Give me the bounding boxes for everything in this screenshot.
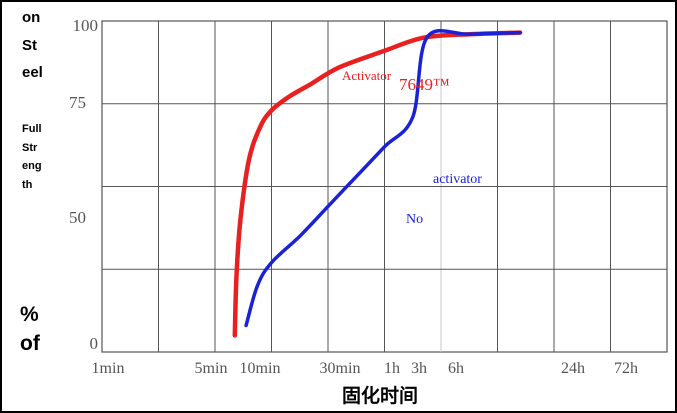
annotation-no-word: No <box>406 212 423 227</box>
y-axis-sublabel-line: th <box>22 179 33 191</box>
x-tick-label: 5min <box>195 360 228 377</box>
x-axis-title: 固化时间 <box>342 384 418 407</box>
y-axis-percent-label: % <box>20 303 39 326</box>
y-axis-label-line: eel <box>22 64 43 81</box>
y-axis-label-line: on <box>22 9 40 26</box>
x-tick-label: 1h <box>384 360 400 377</box>
y-axis-sublabel-line: Full <box>22 123 42 135</box>
x-tick-label: 24h <box>561 360 585 377</box>
y-tick-label: 75 <box>69 93 86 112</box>
y-axis-percent-label: of <box>20 332 41 355</box>
annotation-activator-product: 7649™ <box>399 75 450 94</box>
chart-labels: 100 75 50 0 1min 5min 10min 30min 1h 3h 6h 24h 72h 固化… <box>20 9 638 407</box>
x-tick-label: 3h <box>411 360 427 377</box>
y-axis-label-line: St <box>22 37 37 54</box>
annotation-no-activator-word: activator <box>433 172 482 187</box>
x-tick-label: 6h <box>448 360 464 377</box>
y-axis-sublabel-line: Str <box>22 142 38 154</box>
series-line-activator <box>232 30 523 338</box>
y-tick-label: 100 <box>73 16 99 35</box>
annotation-activator: Activator <box>342 68 392 83</box>
x-tick-label: 1min <box>92 360 125 377</box>
series-line-no-activator <box>244 28 522 328</box>
y-tick-label: 50 <box>69 208 86 227</box>
y-axis-sublabel-line: eng <box>22 160 42 172</box>
x-tick-label: 72h <box>614 360 638 377</box>
series-lines <box>232 28 523 338</box>
x-tick-label: 10min <box>240 360 281 377</box>
x-tick-label: 30min <box>320 360 361 377</box>
y-tick-label: 0 <box>90 334 99 353</box>
grid-lines <box>101 20 668 353</box>
